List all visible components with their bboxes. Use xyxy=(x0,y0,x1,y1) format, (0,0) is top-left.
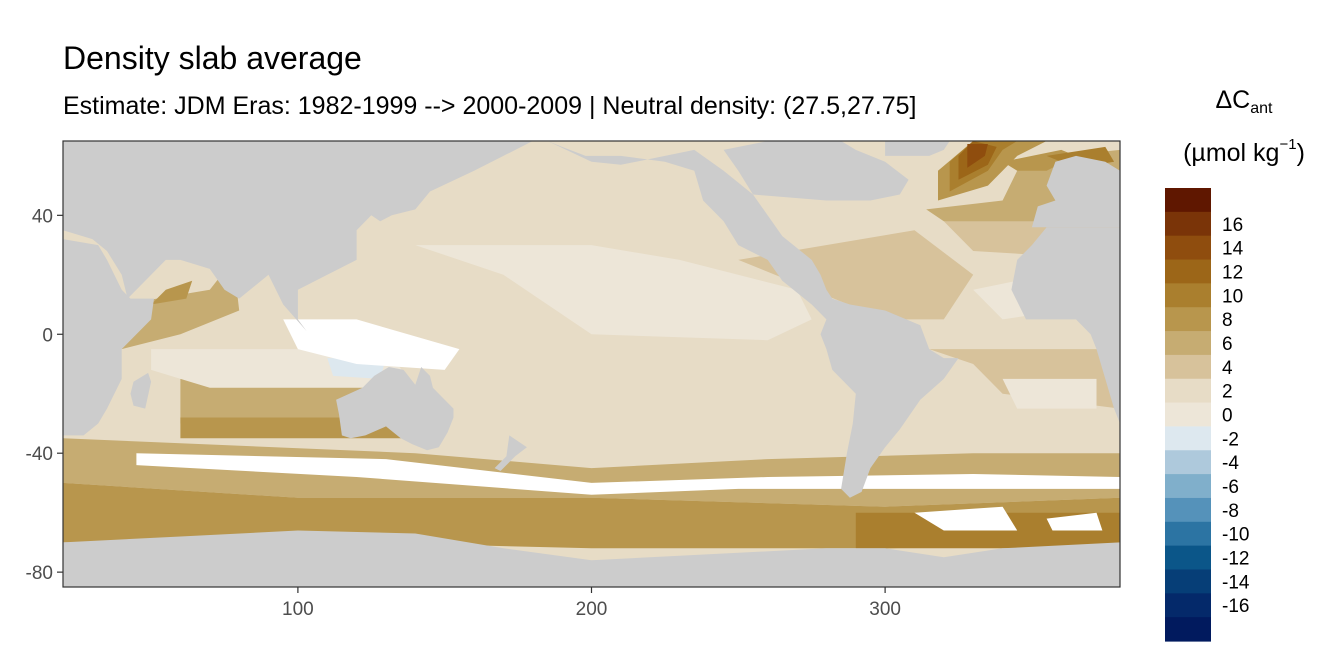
value-region-7 xyxy=(151,280,193,305)
value-region-20 xyxy=(967,144,988,168)
land-north-america-east xyxy=(723,141,909,201)
legend-label-9: 0 xyxy=(1222,406,1233,427)
map-layer xyxy=(63,141,1120,587)
y-tick-label--80: -80 xyxy=(26,563,53,584)
y-axis: 40 0 -40 -80 xyxy=(26,206,63,584)
legend-swatch-6 xyxy=(1165,331,1211,356)
legend-label-10: -2 xyxy=(1222,429,1239,450)
legend-label-14: -10 xyxy=(1222,525,1249,546)
legend-label-6: 6 xyxy=(1222,334,1233,355)
y-tick-label--40: -40 xyxy=(26,444,53,465)
legend-swatch-16 xyxy=(1165,569,1211,594)
nodata-region-0 xyxy=(283,319,460,370)
legend-swatch-8 xyxy=(1165,378,1211,404)
legend-label-13: -8 xyxy=(1222,501,1239,522)
legend-swatch-15 xyxy=(1165,545,1211,571)
legend-title-main: ΔC xyxy=(1215,86,1251,114)
legend-swatch-10 xyxy=(1165,426,1211,451)
nodata-region-2 xyxy=(914,506,1018,531)
legend-label-17: -16 xyxy=(1222,596,1249,617)
legend-title-unit-sup: −1 xyxy=(1279,136,1297,153)
legend-swatch-13 xyxy=(1165,497,1211,523)
y-tick-label-0: 0 xyxy=(42,325,53,346)
value-region-10 xyxy=(415,245,812,341)
legend-label-5: 8 xyxy=(1222,310,1233,331)
land-africa xyxy=(63,239,154,436)
land-madagascar xyxy=(130,372,152,409)
value-region-6 xyxy=(121,259,240,350)
land-antarctica xyxy=(63,530,1120,587)
legend-title-unit-suffix: ) xyxy=(1296,139,1305,167)
land-americas xyxy=(547,141,959,498)
legend-swatch-4 xyxy=(1165,283,1211,308)
x-tick-label-100: 100 xyxy=(282,599,314,620)
legend-title-line2: (µmol kg−1) xyxy=(1158,136,1330,168)
nodata-region-3 xyxy=(1046,512,1103,531)
y-tick-label-40: 40 xyxy=(32,206,53,227)
legend-swatch-17 xyxy=(1165,593,1211,618)
legend-swatch-1 xyxy=(1165,211,1211,237)
legend-label-15: -12 xyxy=(1222,549,1249,570)
chart-subtitle: Estimate: JDM Eras: 1982-1999 --> 2000-2… xyxy=(63,92,917,120)
legend-label-4: 10 xyxy=(1222,286,1243,307)
land-greenland xyxy=(885,141,950,156)
land-eurasia xyxy=(63,141,533,332)
x-tick-label-200: 200 xyxy=(576,599,608,620)
legend-label-2: 14 xyxy=(1222,239,1244,260)
legend-swatch-2 xyxy=(1165,235,1211,261)
legend-swatch-14 xyxy=(1165,521,1211,547)
legend-swatch-11 xyxy=(1165,450,1211,475)
legend-swatch-7 xyxy=(1165,354,1211,380)
legend-swatch-9 xyxy=(1165,402,1211,428)
legend-swatch-18 xyxy=(1165,617,1211,642)
land-europe xyxy=(1031,155,1120,228)
x-axis: 100 200 300 xyxy=(282,587,901,620)
legend-label-16: -14 xyxy=(1222,572,1250,593)
legend-label-12: -6 xyxy=(1222,477,1239,498)
nodata-region-1 xyxy=(136,453,1120,495)
legend-title-line1: ΔCant xyxy=(1158,86,1330,118)
legend-label-3: 12 xyxy=(1222,262,1243,283)
land-australia xyxy=(336,367,454,451)
x-tick-label-300: 300 xyxy=(869,599,901,620)
legend-swatch-5 xyxy=(1165,307,1211,332)
legend-label-7: 4 xyxy=(1222,358,1233,379)
land-new-zealand xyxy=(494,435,527,471)
legend-swatch-0 xyxy=(1165,188,1211,213)
legend-label-8: 2 xyxy=(1222,382,1233,403)
chart-title: Density slab average xyxy=(63,40,362,76)
legend-swatch-3 xyxy=(1165,259,1211,284)
legend-title-unit-prefix: (µmol kg xyxy=(1183,139,1280,167)
value-region-14 xyxy=(1002,378,1097,409)
legend-label-1: 16 xyxy=(1222,215,1243,236)
legend-title-sub: ant xyxy=(1250,100,1273,117)
legend-swatch-12 xyxy=(1165,474,1211,499)
land-africa-west xyxy=(1011,227,1120,424)
legend-label-11: -4 xyxy=(1222,453,1239,474)
